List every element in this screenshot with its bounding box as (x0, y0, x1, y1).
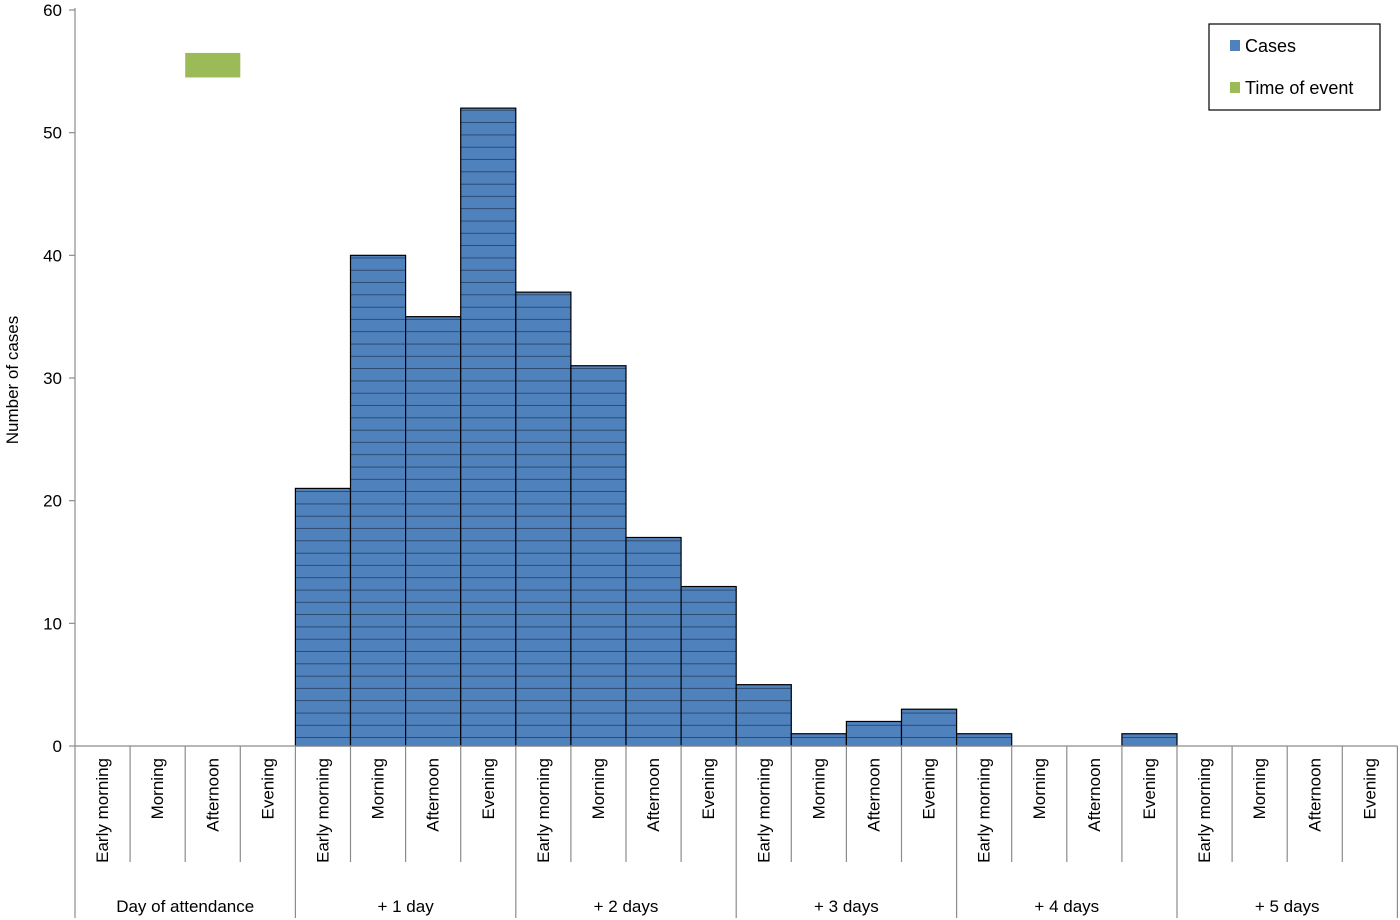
time-of-event-bar (185, 52, 241, 78)
category-label-10: Afternoon (644, 758, 663, 832)
y-tick-label-60: 60 (43, 1, 62, 20)
category-label-11: Evening (699, 758, 718, 819)
category-label-4: Early morning (313, 758, 332, 863)
group-label-2: + 2 days (594, 897, 659, 916)
legend-label-0: Cases (1245, 36, 1296, 56)
bar-cases-5 (349, 254, 407, 747)
legend-swatch-1 (1230, 82, 1240, 93)
category-label-23: Evening (1360, 758, 1379, 819)
group-label-1: + 1 day (377, 897, 434, 916)
y-tick-label-40: 40 (43, 246, 62, 265)
category-label-2: Afternoon (203, 758, 222, 832)
y-tick-label-0: 0 (53, 737, 62, 756)
category-label-5: Morning (369, 758, 388, 819)
category-label-17: Morning (1030, 758, 1049, 819)
bar-cases-11 (680, 585, 737, 747)
category-label-9: Morning (589, 758, 608, 819)
category-label-6: Afternoon (424, 758, 443, 832)
category-label-19: Evening (1140, 758, 1159, 819)
plot-area (185, 52, 1178, 747)
y-axis-label: Number of cases (3, 316, 22, 445)
group-label-3: + 3 days (814, 897, 879, 916)
axes: 0 10 20 30 40 50 60 Number of cases Early mornin… (3, 1, 1399, 918)
legend-box (1208, 23, 1381, 111)
category-label-15: Evening (920, 758, 939, 819)
category-label-20: Early morning (1195, 758, 1214, 863)
bar-cases-19 (1121, 733, 1178, 747)
category-label-18: Afternoon (1085, 758, 1104, 832)
group-label-5: + 5 days (1255, 897, 1320, 916)
category-label-21: Morning (1250, 758, 1269, 819)
bar-cases-16 (955, 733, 1013, 747)
category-label-12: Early morning (754, 758, 773, 863)
group-label-0: Day of attendance (116, 897, 254, 916)
category-label-7: Evening (479, 758, 498, 819)
legend: Cases Time of event (1208, 23, 1381, 111)
bar-cases-9 (570, 365, 627, 747)
category-label-22: Afternoon (1305, 758, 1324, 832)
category-label-3: Evening (258, 758, 277, 819)
bar-cases-10 (625, 536, 682, 747)
y-tick-label-30: 30 (43, 369, 62, 388)
y-tick-label-50: 50 (43, 124, 62, 143)
bar-cases-6 (405, 316, 462, 747)
bar-cases-7 (460, 107, 517, 747)
bar-cases-15 (900, 708, 958, 747)
bar-cases-13 (790, 733, 847, 747)
legend-label-1: Time of event (1245, 78, 1353, 98)
category-label-1: Morning (148, 758, 167, 819)
category-label-8: Early morning (534, 758, 553, 863)
group-label-4: + 4 days (1034, 897, 1099, 916)
category-label-13: Morning (809, 758, 828, 819)
category-label-16: Early morning (975, 758, 994, 863)
category-label-0: Early morning (93, 758, 112, 863)
bar-cases-14 (845, 720, 903, 747)
bar-cases-4 (294, 487, 352, 747)
category-label-14: Afternoon (864, 758, 883, 832)
y-tick-label-20: 20 (43, 492, 62, 511)
bar-cases-12 (735, 684, 792, 747)
legend-swatch-0 (1230, 40, 1240, 51)
y-tick-label-10: 10 (43, 614, 62, 633)
bar-cases-8 (515, 291, 572, 747)
